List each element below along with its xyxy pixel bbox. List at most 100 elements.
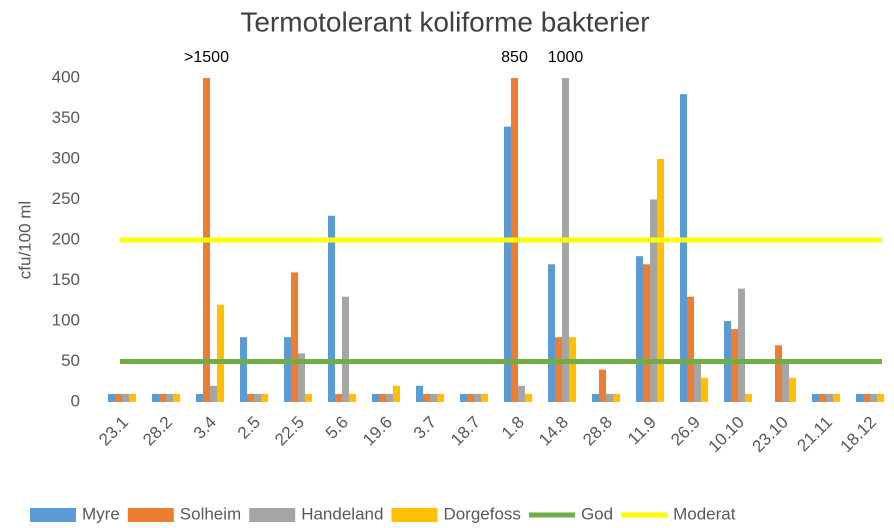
legend-label: Moderat: [673, 504, 736, 523]
bar: [694, 361, 701, 402]
bar: [606, 393, 613, 402]
y-tick-label: 250: [52, 189, 80, 208]
bar: [240, 337, 247, 402]
value-label: 1000: [548, 49, 584, 66]
y-tick-label: 150: [52, 270, 80, 289]
x-tick-label: 14.8: [535, 413, 572, 450]
bar: [437, 393, 444, 402]
bar: [305, 393, 312, 402]
bar: [856, 393, 863, 402]
bar: [731, 329, 738, 402]
bar: [115, 393, 122, 402]
bar: [687, 296, 694, 402]
legend-swatch: [249, 508, 296, 522]
x-tick-label: 18.12: [836, 413, 880, 457]
x-tick-label: 3.4: [190, 413, 220, 443]
bar: [643, 264, 650, 402]
bar: [863, 393, 870, 402]
y-tick-label: 400: [52, 67, 80, 86]
value-label: >1500: [184, 49, 229, 66]
bar: [599, 369, 606, 402]
y-tick-label: 300: [52, 148, 80, 167]
bar: [210, 385, 217, 402]
y-tick-label: 50: [61, 351, 80, 370]
bar: [782, 361, 789, 402]
bar: [261, 393, 268, 402]
x-tick-label: 1.8: [498, 413, 528, 443]
x-tick-label: 22.5: [271, 413, 308, 450]
bar: [423, 393, 430, 402]
x-tick-label: 5.6: [322, 413, 352, 443]
bar: [342, 296, 349, 402]
bar: [152, 393, 159, 402]
bar: [745, 393, 752, 402]
bar: [833, 393, 840, 402]
bar: [775, 345, 782, 402]
bar: [657, 159, 664, 402]
bar: [504, 126, 511, 402]
chart-title: Termotolerant koliforme bakterier: [240, 6, 649, 37]
x-tick-label: 2.5: [234, 413, 264, 443]
bar: [173, 393, 180, 402]
bar: [159, 393, 166, 402]
bar: [819, 393, 826, 402]
bar: [108, 393, 115, 402]
bar: [379, 393, 386, 402]
legend-label: God: [581, 504, 613, 523]
bar: [518, 385, 525, 402]
bar: [247, 393, 254, 402]
bar: [430, 393, 437, 402]
x-tick-label: 19.6: [359, 413, 396, 450]
y-axis-label: cfu/100 ml: [15, 201, 34, 279]
bar: [525, 393, 532, 402]
bar: [129, 393, 136, 402]
bar: [217, 304, 224, 402]
legend-swatch: [391, 508, 438, 522]
bar: [386, 393, 393, 402]
bar: [613, 393, 620, 402]
bar: [298, 353, 305, 402]
bar: [166, 393, 173, 402]
legend-label: Solheim: [180, 504, 241, 523]
bar: [650, 199, 657, 402]
bar: [474, 393, 481, 402]
legend-swatch: [30, 508, 76, 522]
x-tick-label: 23.10: [748, 413, 792, 457]
bar: [481, 393, 488, 402]
bar: [738, 288, 745, 402]
bar: [870, 393, 877, 402]
bar: [467, 393, 474, 402]
bar: [372, 393, 379, 402]
y-tick-label: 350: [52, 108, 80, 127]
bar: [812, 393, 819, 402]
bar: [701, 377, 708, 402]
x-tick-label: 28.2: [139, 413, 176, 450]
x-tick-label: 26.9: [667, 413, 704, 450]
bar: [196, 393, 203, 402]
y-tick-label: 0: [71, 391, 80, 410]
bar: [460, 393, 467, 402]
bar: [569, 337, 576, 402]
bar: [548, 264, 555, 402]
legend-label: Myre: [82, 504, 120, 523]
legend-label: Handeland: [301, 504, 383, 523]
bar: [636, 256, 643, 402]
x-tick-label: 10.10: [704, 413, 748, 457]
bar: [592, 393, 599, 402]
bar: [680, 94, 687, 402]
bar: [284, 337, 291, 402]
bar: [789, 377, 796, 402]
bar: [416, 385, 423, 402]
bar: [349, 393, 356, 402]
x-tick-label: 28.8: [579, 413, 616, 450]
x-tick-label: 21.11: [793, 413, 836, 456]
bar: [328, 215, 335, 402]
bar: [826, 393, 833, 402]
y-tick-label: 200: [52, 229, 80, 248]
y-tick-label: 100: [52, 310, 80, 329]
x-tick-label: 18.7: [447, 413, 484, 450]
x-tick-label: 3.7: [410, 413, 440, 443]
x-tick-label: 11.9: [624, 413, 660, 449]
bar: [291, 272, 298, 402]
